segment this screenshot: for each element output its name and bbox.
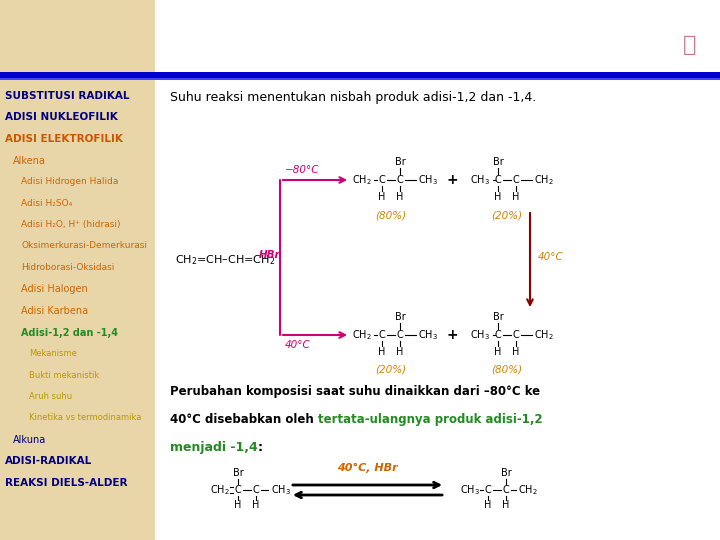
Text: C: C [485, 485, 491, 495]
Text: Alkuna: Alkuna [13, 435, 46, 445]
Text: Br: Br [395, 157, 405, 167]
Text: CH$_3$: CH$_3$ [470, 173, 490, 187]
Text: C: C [397, 330, 403, 340]
Text: Adisi H₂SO₄: Adisi H₂SO₄ [21, 199, 72, 207]
Text: Br: Br [233, 468, 243, 478]
Bar [0, 78, 720, 80]
Text: C: C [235, 485, 241, 495]
Text: tertata-ulangnya produk adisi-1,2: tertata-ulangnya produk adisi-1,2 [318, 413, 543, 426]
Text: +: + [446, 328, 458, 342]
Text: CH$_2$: CH$_2$ [518, 483, 538, 497]
Text: CH$_3$: CH$_3$ [418, 328, 438, 342]
Text: H: H [396, 347, 404, 357]
Text: H: H [495, 347, 502, 357]
Bar [0, 0, 155, 540]
Text: Br: Br [492, 157, 503, 167]
Text: 🏠: 🏠 [683, 35, 697, 55]
Text: C: C [513, 175, 519, 185]
Text: Hidroborasi-Oksidasi: Hidroborasi-Oksidasi [21, 263, 114, 272]
Text: Bukti mekanistik: Bukti mekanistik [29, 370, 99, 380]
Text: Oksimerkurasi-Demerkurasi: Oksimerkurasi-Demerkurasi [21, 241, 147, 251]
Text: H: H [485, 500, 492, 510]
Text: CH$_3$: CH$_3$ [460, 483, 480, 497]
Text: Br: Br [492, 312, 503, 322]
Text: C: C [503, 485, 509, 495]
Text: C: C [379, 175, 385, 185]
Text: −80°C: −80°C [285, 165, 320, 175]
Text: H: H [495, 192, 502, 202]
Text: H: H [378, 347, 386, 357]
Text: (80%): (80%) [375, 210, 407, 220]
Text: H: H [396, 192, 404, 202]
Text: C: C [495, 330, 501, 340]
Text: HBr: HBr [259, 250, 281, 260]
Text: CH$_3$: CH$_3$ [418, 173, 438, 187]
Text: CH$_2$=CH–CH=CH$_2$: CH$_2$=CH–CH=CH$_2$ [175, 253, 275, 267]
Text: Perubahan komposisi saat suhu dinaikkan dari –80°C ke: Perubahan komposisi saat suhu dinaikkan … [170, 385, 540, 398]
Text: H: H [513, 192, 520, 202]
Text: Mekanisme: Mekanisme [29, 349, 77, 358]
Text: Adisi-1,2 dan -1,4: Adisi-1,2 dan -1,4 [21, 327, 118, 338]
Text: CH$_2$: CH$_2$ [534, 328, 554, 342]
Text: 40°C: 40°C [538, 253, 564, 262]
Text: Alkena: Alkena [13, 156, 46, 165]
Text: CH$_2$: CH$_2$ [352, 173, 372, 187]
Text: SUBSTITUSI RADIKAL: SUBSTITUSI RADIKAL [5, 91, 130, 101]
Text: ADISI ELEKTROFILIK: ADISI ELEKTROFILIK [5, 134, 123, 144]
Text: CH$_2$: CH$_2$ [352, 328, 372, 342]
Text: menjadi -1,4: menjadi -1,4 [170, 441, 258, 454]
Text: Adisi H₂O, H⁺ (hidrasi): Adisi H₂O, H⁺ (hidrasi) [21, 220, 120, 229]
Text: REAKSI DIELS-ALDER: REAKSI DIELS-ALDER [5, 478, 127, 488]
Text: ADISI-RADIKAL: ADISI-RADIKAL [5, 456, 92, 467]
Text: H: H [234, 500, 242, 510]
Text: Adisi Halogen: Adisi Halogen [21, 285, 88, 294]
Text: H: H [513, 347, 520, 357]
Text: CH$_2$: CH$_2$ [210, 483, 230, 497]
Text: Suhu reaksi menentukan nisbah produk adisi-1,2 dan -1,4.: Suhu reaksi menentukan nisbah produk adi… [170, 91, 536, 104]
Text: 40°C, HBr: 40°C, HBr [337, 463, 398, 473]
Text: ADISI NUKLEOFILIK: ADISI NUKLEOFILIK [5, 112, 118, 123]
Text: CH$_3$: CH$_3$ [271, 483, 291, 497]
Text: Adisi Karbena: Adisi Karbena [21, 306, 88, 316]
Text: (20%): (20%) [375, 365, 407, 375]
Text: Br: Br [500, 468, 511, 478]
Text: C: C [397, 175, 403, 185]
Text: H: H [503, 500, 510, 510]
Text: +: + [446, 173, 458, 187]
Text: C: C [253, 485, 259, 495]
Text: Br: Br [395, 312, 405, 322]
Text: Kinetika vs termodinamika: Kinetika vs termodinamika [29, 414, 141, 422]
Text: Adisi Hidrogen Halida: Adisi Hidrogen Halida [21, 177, 118, 186]
Text: 40°C: 40°C [285, 340, 311, 350]
Text: H: H [378, 192, 386, 202]
Text: (80%): (80%) [492, 365, 523, 375]
Text: H: H [252, 500, 260, 510]
Bar [0, 72, 720, 78]
Text: CH$_2$: CH$_2$ [534, 173, 554, 187]
Text: CH$_3$: CH$_3$ [470, 328, 490, 342]
Text: C: C [379, 330, 385, 340]
Text: :: : [258, 441, 263, 454]
Text: Aruh suhu: Aruh suhu [29, 392, 72, 401]
Text: (20%): (20%) [492, 210, 523, 220]
Text: C: C [513, 330, 519, 340]
Text: 40°C disebabkan oleh: 40°C disebabkan oleh [170, 413, 318, 426]
Text: C: C [495, 175, 501, 185]
